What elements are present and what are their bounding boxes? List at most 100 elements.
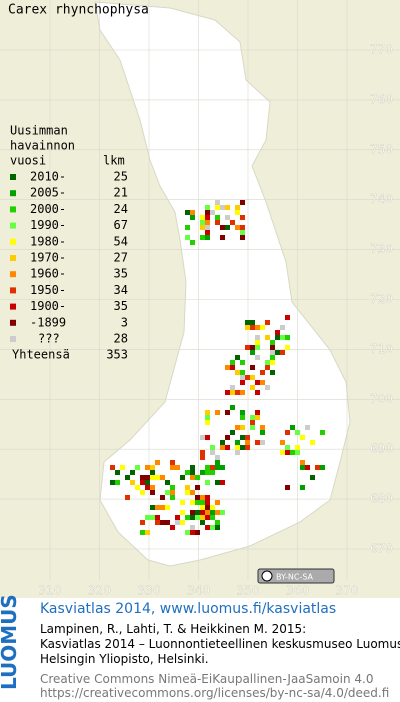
occurrence-square (305, 465, 310, 470)
occurrence-square (190, 525, 195, 530)
occurrence-square (220, 465, 225, 470)
occurrence-square (170, 485, 175, 490)
occurrence-square (205, 435, 210, 440)
occurrence-square (245, 325, 250, 330)
occurrence-square (205, 220, 210, 225)
occurrence-square (180, 510, 185, 515)
occurrence-square (225, 435, 230, 440)
occurrence-square (190, 210, 195, 215)
legend-swatch (10, 255, 16, 261)
occurrence-square (320, 465, 325, 470)
occurrence-square (270, 355, 275, 360)
legend-label: 1980- (30, 234, 66, 248)
legend-count: 3 (121, 315, 128, 329)
occurrence-square (225, 205, 230, 210)
occurrence-square (260, 440, 265, 445)
occurrence-square (250, 350, 255, 355)
occurrence-square (185, 490, 190, 495)
occurrence-square (240, 425, 245, 430)
occurrence-square (200, 455, 205, 460)
occurrence-square (210, 510, 215, 515)
occurrence-square (285, 450, 290, 455)
legend-label: 2010- (30, 170, 66, 184)
occurrence-square (205, 480, 210, 485)
occurrence-square (240, 215, 245, 220)
occurrence-square (140, 490, 145, 495)
occurrence-square (285, 445, 290, 450)
occurrence-square (285, 485, 290, 490)
occurrence-square (310, 475, 315, 480)
badge-box (257, 568, 335, 584)
occurrence-square (315, 465, 320, 470)
occurrence-square (200, 520, 205, 525)
occurrence-square (215, 465, 220, 470)
total-label: Yhteensä (12, 348, 70, 362)
occurrence-square (190, 530, 195, 535)
occurrence-square (155, 505, 160, 510)
x-tick-label: 330 (138, 584, 161, 598)
y-tick-label: 720 (370, 292, 393, 306)
legend-count: 67 (114, 218, 128, 232)
occurrence-square (250, 325, 255, 330)
occurrence-square (240, 380, 245, 385)
y-tick-label: 690 (370, 442, 393, 456)
occurrence-square (300, 460, 305, 465)
legend-label: 2005- (30, 186, 66, 200)
occurrences (110, 200, 325, 535)
occurrence-square (130, 480, 135, 485)
x-tick-label: 340 (187, 584, 210, 598)
occurrence-square (255, 415, 260, 420)
occurrence-square (240, 230, 245, 235)
occurrence-square (145, 475, 150, 480)
occurrence-square (140, 480, 145, 485)
occurrence-square (200, 505, 205, 510)
occurrence-square (145, 530, 150, 535)
total-count: 353 (106, 348, 128, 362)
legend-label: ??? (38, 332, 60, 346)
occurrence-square (265, 385, 270, 390)
occurrence-square (190, 510, 195, 515)
occurrence-square (140, 475, 145, 480)
occurrence-square (200, 220, 205, 225)
legend-count: 24 (114, 202, 128, 216)
occurrence-square (320, 430, 325, 435)
occurrence-square (190, 470, 195, 475)
occurrence-square (170, 460, 175, 465)
occurrence-square (260, 425, 265, 430)
occurrence-square (300, 435, 305, 440)
occurrence-square (230, 385, 235, 390)
legend-swatch (10, 319, 16, 326)
occurrence-square (155, 515, 160, 520)
legend-heading: havainnon (10, 139, 75, 153)
occurrence-square (200, 450, 205, 455)
legend-count: 27 (114, 251, 128, 265)
species-title: Carex rhynchophysa (8, 3, 149, 18)
occurrence-square (260, 430, 265, 435)
legend-swatch (10, 190, 16, 197)
occurrence-square (215, 500, 220, 505)
legend-label: 1990- (30, 218, 66, 232)
legend-swatch (10, 287, 16, 294)
occurrence-square (240, 390, 245, 395)
legend-count: 35 (114, 299, 128, 313)
occurrence-square (205, 515, 210, 520)
occurrence-square (240, 415, 245, 420)
occurrence-square (185, 235, 190, 240)
y-tick-label: 740 (370, 192, 393, 206)
y-tick-label: 710 (370, 342, 393, 356)
occurrence-square (210, 525, 215, 530)
occurrence-square (120, 465, 125, 470)
occurrence-square (235, 440, 240, 445)
occurrence-square (240, 445, 245, 450)
occurrence-square (230, 430, 235, 435)
occurrence-square (205, 205, 210, 210)
atlas-link[interactable]: Kasviatlas 2014, www.luomus.fi/kasviatla… (40, 601, 337, 617)
occurrence-square (110, 465, 115, 470)
occurrence-square (235, 370, 240, 375)
legend-heading: Uusimman (10, 124, 68, 138)
occurrence-square (190, 240, 195, 245)
occurrence-square (180, 500, 185, 505)
occurrence-square (195, 510, 200, 515)
occurrence-square (245, 445, 250, 450)
